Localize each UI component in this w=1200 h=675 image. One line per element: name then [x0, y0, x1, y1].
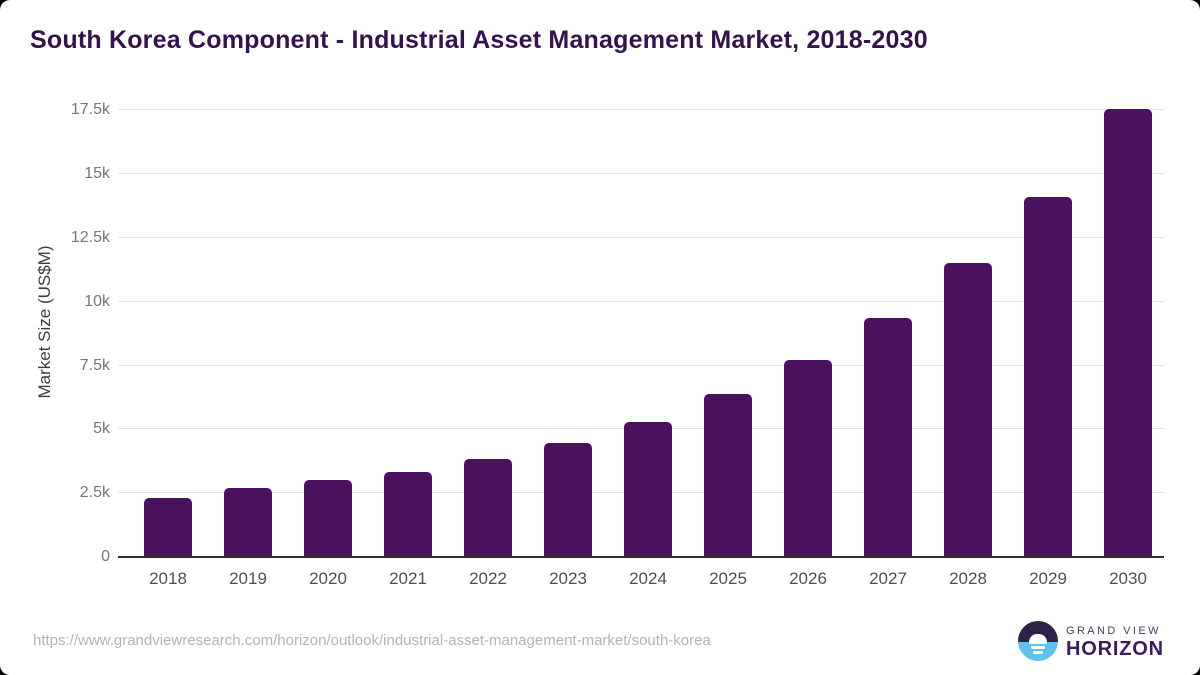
logo-reflection-dash [1033, 651, 1043, 654]
x-tick-label-2023: 2023 [549, 569, 587, 588]
bar-2029 [1024, 197, 1072, 557]
bar-2020 [304, 480, 352, 557]
x-tick-label-2026: 2026 [789, 569, 827, 588]
y-tick-label: 2.5k [79, 484, 110, 502]
x-tick-label-2021: 2021 [389, 569, 427, 588]
logo-sun-dome [1029, 634, 1047, 644]
bar-2027 [864, 318, 912, 557]
y-tick-label: 12.5k [70, 228, 110, 246]
gridline [118, 236, 1164, 238]
gridline [118, 173, 1164, 175]
logo-reflection-dash [1031, 646, 1045, 649]
brand-logo: GRAND VIEW HORIZON [1018, 620, 1178, 664]
logo-product-name: HORIZON [1066, 638, 1164, 660]
bar-2025 [704, 393, 752, 557]
x-axis-line [118, 556, 1164, 558]
bar-2026 [784, 360, 832, 557]
bar-2028 [944, 263, 992, 557]
x-tick-label-2025: 2025 [709, 569, 747, 588]
y-axis-tick-labels: 0 2.5k 5k 7.5k 10k 12.5k 15k 17.5k [0, 0, 110, 675]
bar-2030 [1104, 109, 1152, 557]
x-tick-label-2027: 2027 [869, 569, 907, 588]
x-tick-label-2022: 2022 [469, 569, 507, 588]
bar-2024 [624, 421, 672, 557]
bar-2021 [384, 471, 432, 557]
x-tick-label-2028: 2028 [949, 569, 987, 588]
logo-sky-half [1018, 621, 1058, 642]
x-tick-label-2020: 2020 [309, 569, 347, 588]
x-tick-label-2019: 2019 [229, 569, 267, 588]
source-url: https://www.grandviewresearch.com/horizo… [33, 632, 711, 649]
bar-2019 [224, 488, 272, 557]
y-tick-label: 0 [101, 548, 110, 565]
x-tick-label-2029: 2029 [1029, 569, 1067, 588]
y-tick-label: 10k [84, 292, 110, 310]
logo-brand-name: GRAND VIEW [1066, 625, 1161, 637]
bar-2023 [544, 443, 592, 557]
y-tick-label: 17.5k [70, 101, 110, 119]
gridline [118, 364, 1164, 366]
x-tick-label-2024: 2024 [629, 569, 667, 588]
gridline [118, 300, 1164, 302]
y-tick-label: 5k [93, 420, 110, 438]
bar-2018 [144, 498, 192, 557]
y-tick-label: 15k [84, 165, 110, 183]
chart-title: South Korea Component - Industrial Asset… [30, 26, 928, 54]
x-tick-label-2030: 2030 [1109, 569, 1147, 588]
x-tick-label-2018: 2018 [149, 569, 187, 588]
horizon-sunrise-icon [1018, 621, 1058, 661]
plot-area: 2018 2019 2020 2021 2022 2023 2024 2025 2026 2027… [118, 88, 1164, 588]
logo-wordmark: GRAND VIEW HORIZON [1066, 625, 1164, 661]
gridline [118, 109, 1164, 111]
bar-2022 [464, 458, 512, 557]
y-tick-label: 7.5k [79, 356, 110, 374]
